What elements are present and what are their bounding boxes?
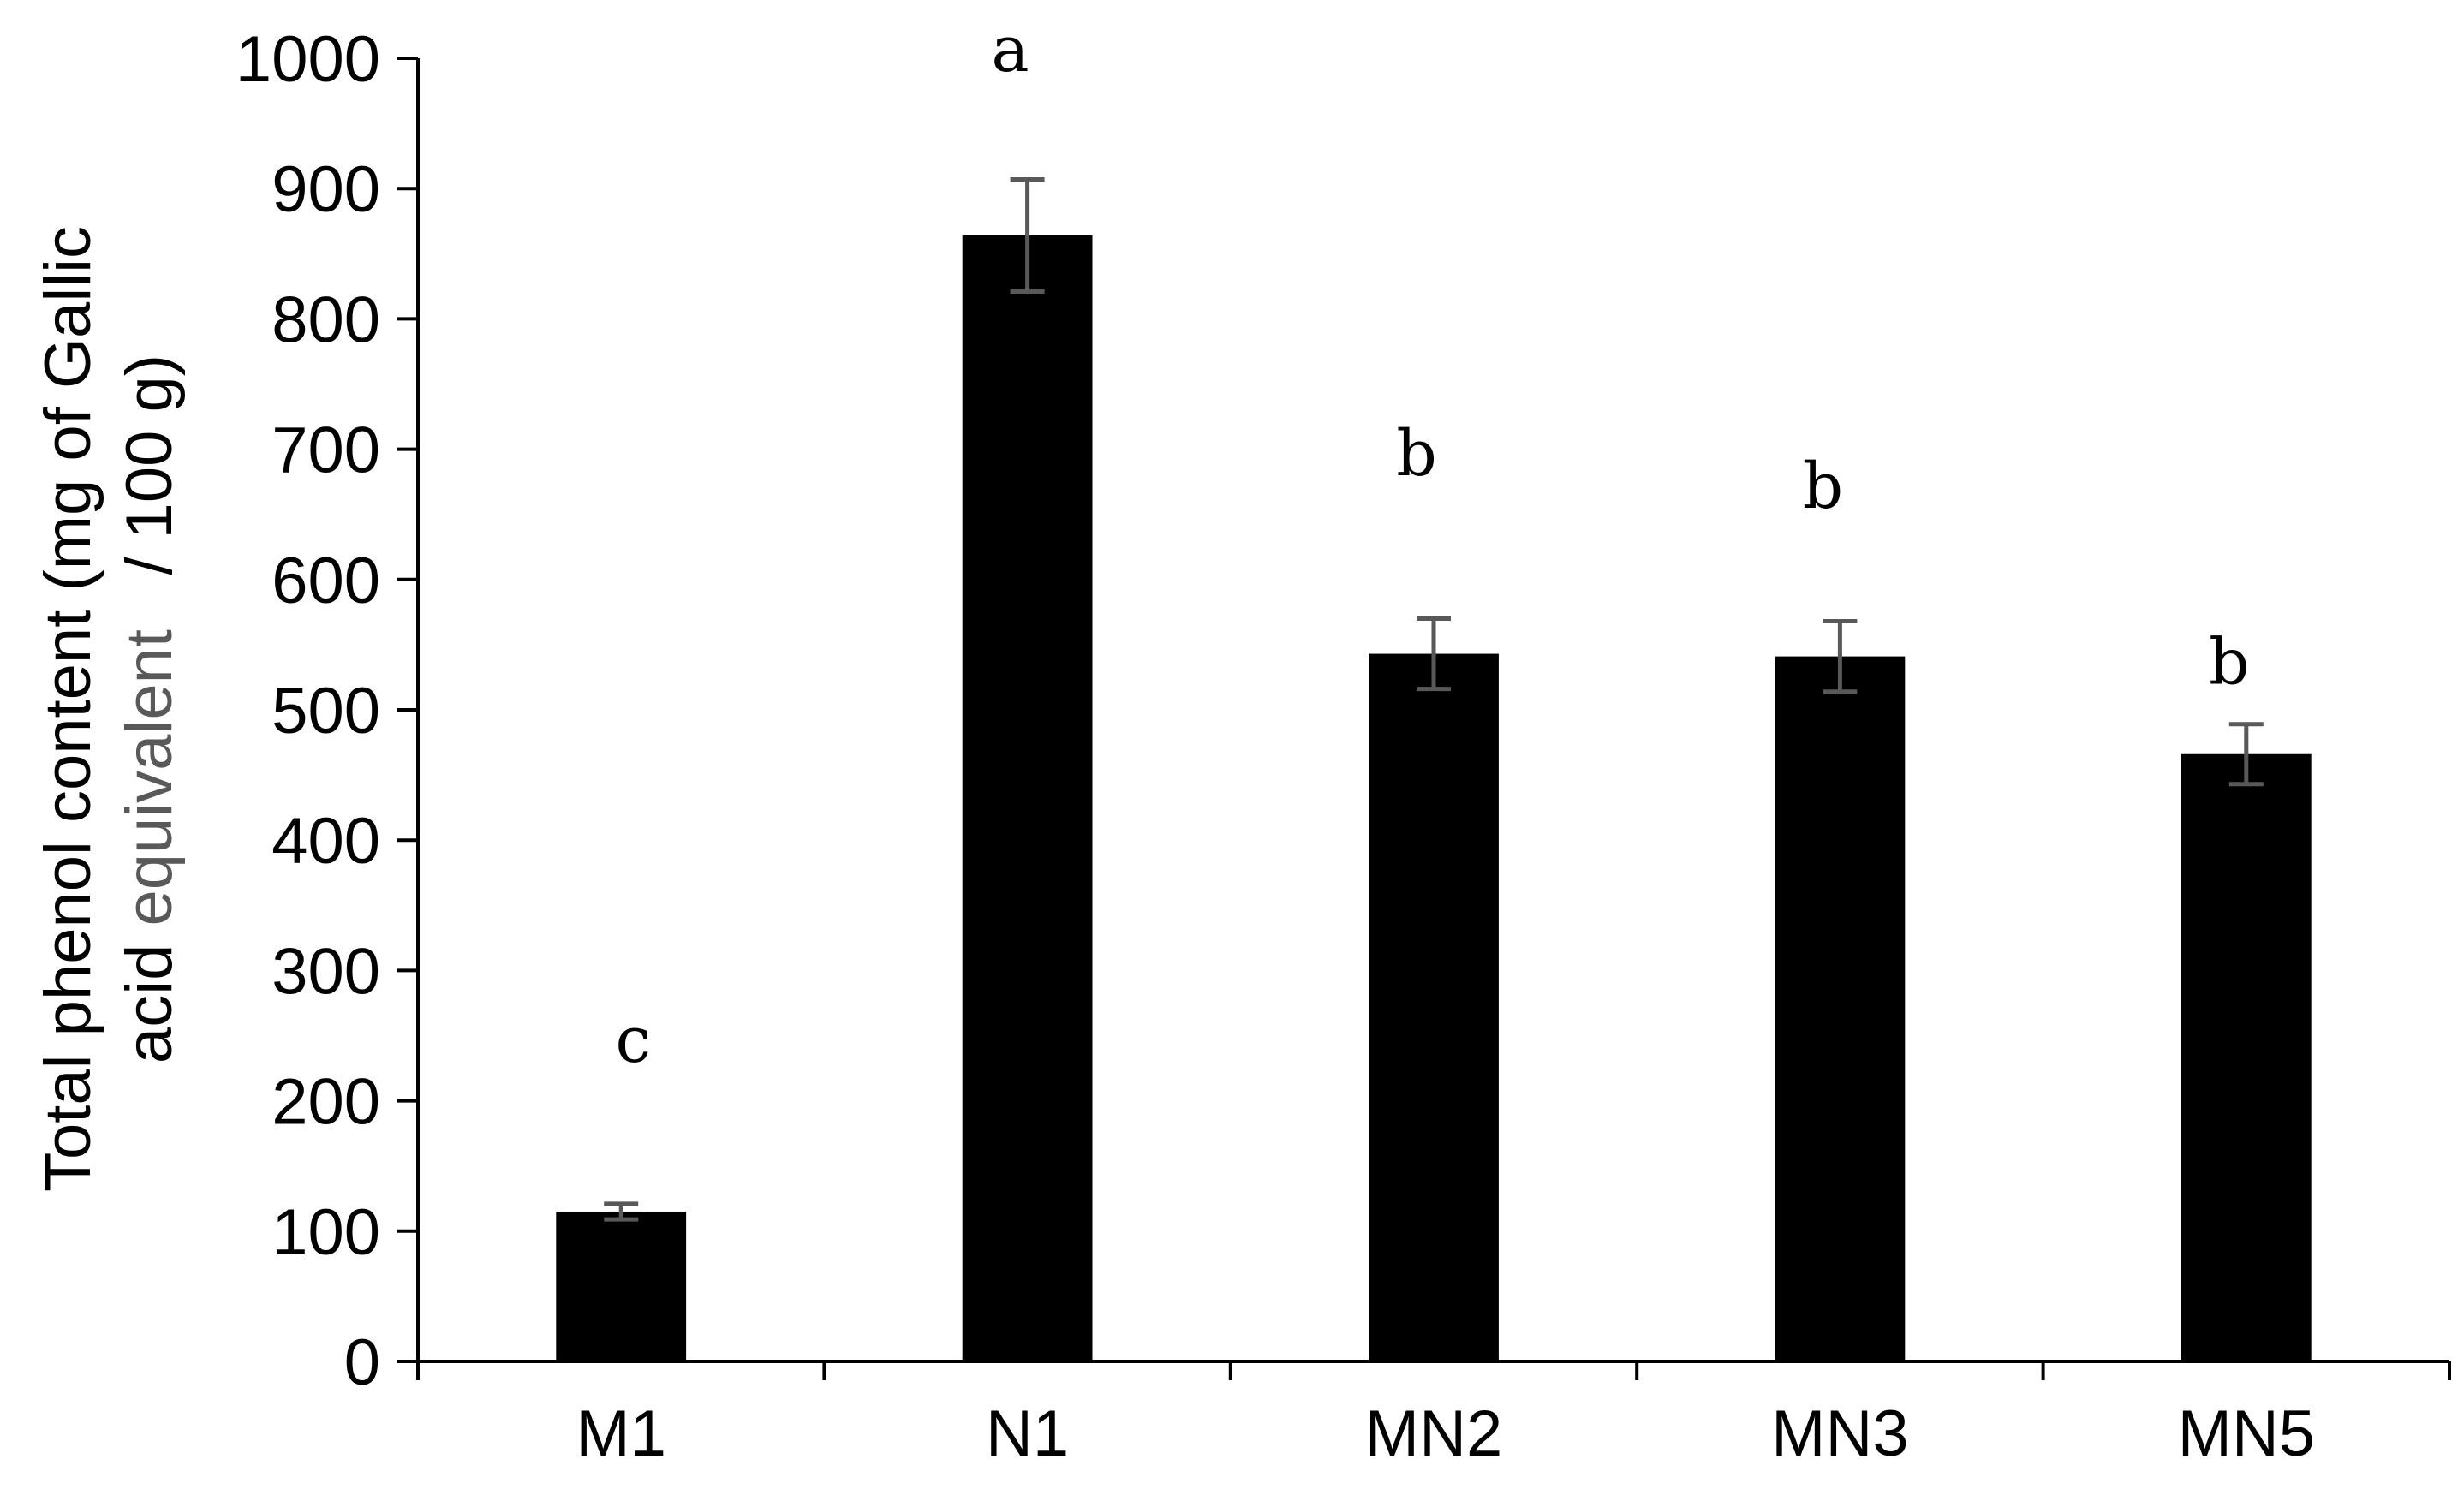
y-tick-label: 400 [271,805,380,878]
bar-n1 [962,235,1093,1362]
x-category-label-mn3: MN3 [1771,1397,1908,1470]
bar-mn3 [1775,656,1906,1361]
y-tick-label: 500 [271,675,380,748]
y-tick-label: 700 [271,414,380,487]
x-category-label-mn5: MN5 [2178,1397,2315,1470]
bar-m1 [556,1211,687,1361]
significance-letter-n1: a [992,13,1029,86]
y-tick-label: 1000 [236,23,380,96]
significance-labels: c a b b b [615,13,2249,1077]
x-axis-categories: M1 N1 MN2 MN3 MN5 [576,1397,2315,1470]
y-tick-label: 100 [271,1196,380,1269]
y-tick-label: 300 [271,935,380,1008]
significance-letter-mn5: b [2209,626,2249,700]
y-tick-label: 800 [271,283,380,356]
y-axis-label-unit: / 100 g) [113,354,186,629]
y-axis-label-acid: acid [113,926,186,1064]
error-bars [604,177,2264,1222]
error-bar-mn2 [1417,616,1451,692]
bar-mn2 [1369,653,1499,1361]
significance-letter-mn3: b [1803,450,1843,523]
y-axis-label: Total phenol content (mg of Gallic acid … [32,226,186,1192]
error-bar-mn3 [1823,619,1858,694]
y-tick-label: 600 [271,545,380,617]
significance-letter-m1: c [615,1004,650,1077]
x-category-label-m1: M1 [576,1397,666,1470]
significance-letter-mn2: b [1396,417,1436,491]
bar-mn5 [2181,753,2312,1361]
y-axis-label-line2: acid equivalent / 100 g) [113,354,186,1063]
bars [556,235,2312,1362]
y-tick-label: 0 [344,1326,380,1399]
y-tick-label: 200 [271,1066,380,1139]
y-axis-ticks: 0 100 200 300 400 500 600 700 800 900 1000 [236,23,418,1399]
x-category-label-mn2: MN2 [1365,1397,1502,1470]
error-bar-m1 [604,1201,639,1222]
y-axis-label-equivalent: equivalent [113,629,186,926]
error-bar-n1 [1010,177,1045,294]
y-axis-label-line1: Total phenol content (mg of Gallic [32,226,104,1192]
y-tick-label: 900 [271,153,380,226]
x-category-label-n1: N1 [986,1397,1069,1470]
error-bar-mn5 [2228,722,2264,787]
